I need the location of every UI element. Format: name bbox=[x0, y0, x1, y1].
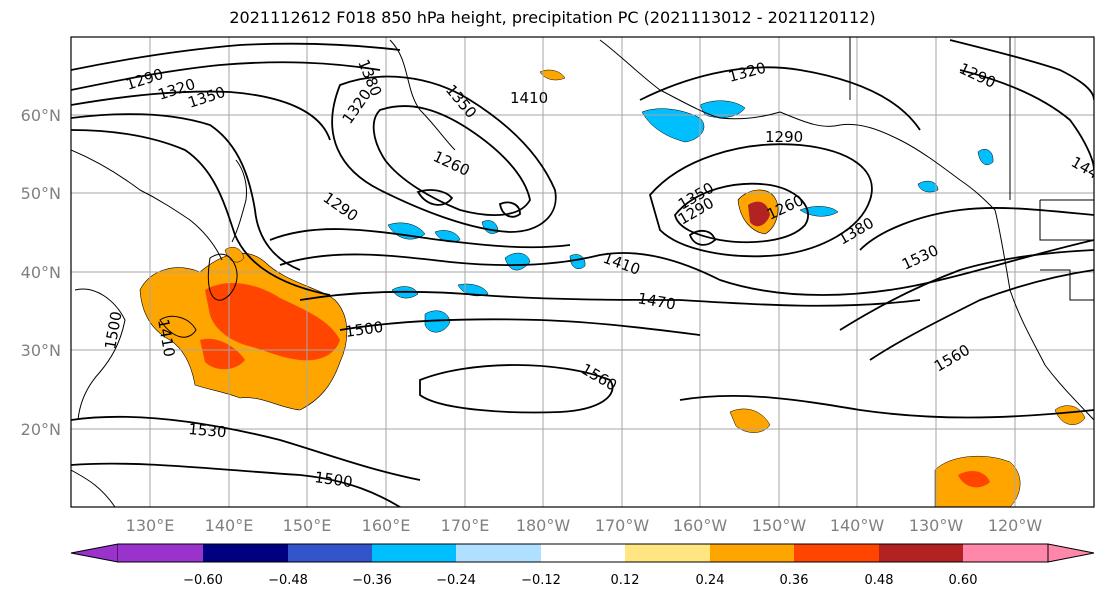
lon-label: 160°E bbox=[362, 516, 411, 535]
colorbar-swatch bbox=[456, 544, 541, 562]
colorbar-swatch bbox=[372, 544, 456, 562]
lon-label: 140°W bbox=[830, 516, 885, 535]
map-frame bbox=[70, 36, 1095, 508]
colorbar: −0.60 −0.48 −0.36 −0.24 −0.12 0.12 0.24 … bbox=[70, 543, 1095, 588]
colorbar-swatch bbox=[879, 544, 963, 562]
map-gridlines bbox=[71, 37, 1094, 507]
lat-label: 30°N bbox=[21, 341, 61, 360]
lon-label: 170°W bbox=[595, 516, 650, 535]
colorbar-extend-low bbox=[70, 543, 119, 563]
lat-label: 60°N bbox=[21, 106, 61, 125]
colorbar-swatch bbox=[288, 544, 372, 562]
colorbar-tick: 0.24 bbox=[696, 573, 725, 588]
lat-label: 20°N bbox=[21, 420, 61, 439]
lat-label: 50°N bbox=[21, 184, 61, 203]
lon-label: 150°W bbox=[752, 516, 807, 535]
colorbar-tick: −0.24 bbox=[436, 573, 476, 588]
colorbar-swatch bbox=[710, 544, 794, 562]
colorbar-swatch bbox=[625, 544, 710, 562]
lon-label: 180°W bbox=[516, 516, 571, 535]
contour-label: 1530 bbox=[188, 420, 228, 441]
lon-label: 150°E bbox=[283, 516, 332, 535]
map-title: 2021112612 F018 850 hPa height, precipit… bbox=[229, 8, 876, 27]
latitude-labels: 60°N 50°N 40°N 30°N 20°N bbox=[21, 106, 61, 439]
colorbar-tick: 0.12 bbox=[611, 573, 640, 588]
colorbar-tick: −0.12 bbox=[521, 573, 561, 588]
colorbar-swatch bbox=[541, 544, 625, 562]
colorbar-tick: 0.48 bbox=[865, 573, 894, 588]
coastlines bbox=[71, 37, 1094, 507]
colorbar-tick: 0.36 bbox=[780, 573, 809, 588]
precipitation-shading bbox=[139, 69, 1086, 507]
lon-label: 160°W bbox=[673, 516, 728, 535]
contour-label: 1290 bbox=[765, 128, 803, 146]
colorbar-swatch bbox=[203, 544, 288, 562]
height-contours bbox=[71, 39, 1094, 507]
colorbar-tick: 0.60 bbox=[949, 573, 978, 588]
longitude-labels: 130°E 140°E 150°E 160°E 170°E 180°W 170°… bbox=[126, 516, 1043, 535]
colorbar-swatch bbox=[794, 544, 879, 562]
colorbar-swatch bbox=[963, 544, 1048, 562]
lon-label: 120°W bbox=[988, 516, 1043, 535]
colorbar-tick: −0.36 bbox=[352, 573, 392, 588]
colorbar-tick: −0.60 bbox=[183, 573, 223, 588]
colorbar-tick: −0.48 bbox=[268, 573, 308, 588]
contour-label: 1410 bbox=[510, 89, 548, 107]
lon-label: 140°E bbox=[205, 516, 254, 535]
lon-label: 130°E bbox=[126, 516, 175, 535]
contour-label: 1500 bbox=[313, 468, 353, 491]
contour-label: 1500 bbox=[344, 318, 384, 341]
lon-label: 170°E bbox=[441, 516, 490, 535]
lat-label: 40°N bbox=[21, 263, 61, 282]
colorbar-extend-high bbox=[1047, 543, 1095, 563]
lon-label: 130°W bbox=[909, 516, 964, 535]
colorbar-swatch bbox=[118, 544, 203, 562]
